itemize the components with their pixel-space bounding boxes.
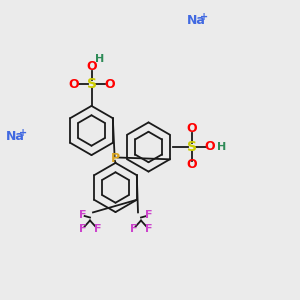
Text: F: F: [79, 224, 86, 235]
Text: H: H: [95, 54, 104, 64]
Text: O: O: [205, 140, 215, 154]
Text: S: S: [86, 77, 97, 91]
Text: F: F: [145, 224, 152, 235]
Text: O: O: [187, 122, 197, 136]
Text: +: +: [200, 12, 208, 22]
Text: H: H: [218, 142, 226, 152]
Text: +: +: [20, 128, 28, 138]
Text: O: O: [86, 59, 97, 73]
Text: P: P: [111, 152, 120, 165]
Text: O: O: [187, 158, 197, 172]
Text: F: F: [79, 209, 86, 220]
Text: Na: Na: [187, 14, 206, 27]
Text: O: O: [104, 77, 115, 91]
Text: S: S: [187, 140, 197, 154]
Text: Na: Na: [6, 130, 25, 143]
Text: O: O: [68, 77, 79, 91]
Text: F: F: [145, 209, 152, 220]
Text: F: F: [130, 224, 137, 235]
Text: F: F: [94, 224, 101, 235]
